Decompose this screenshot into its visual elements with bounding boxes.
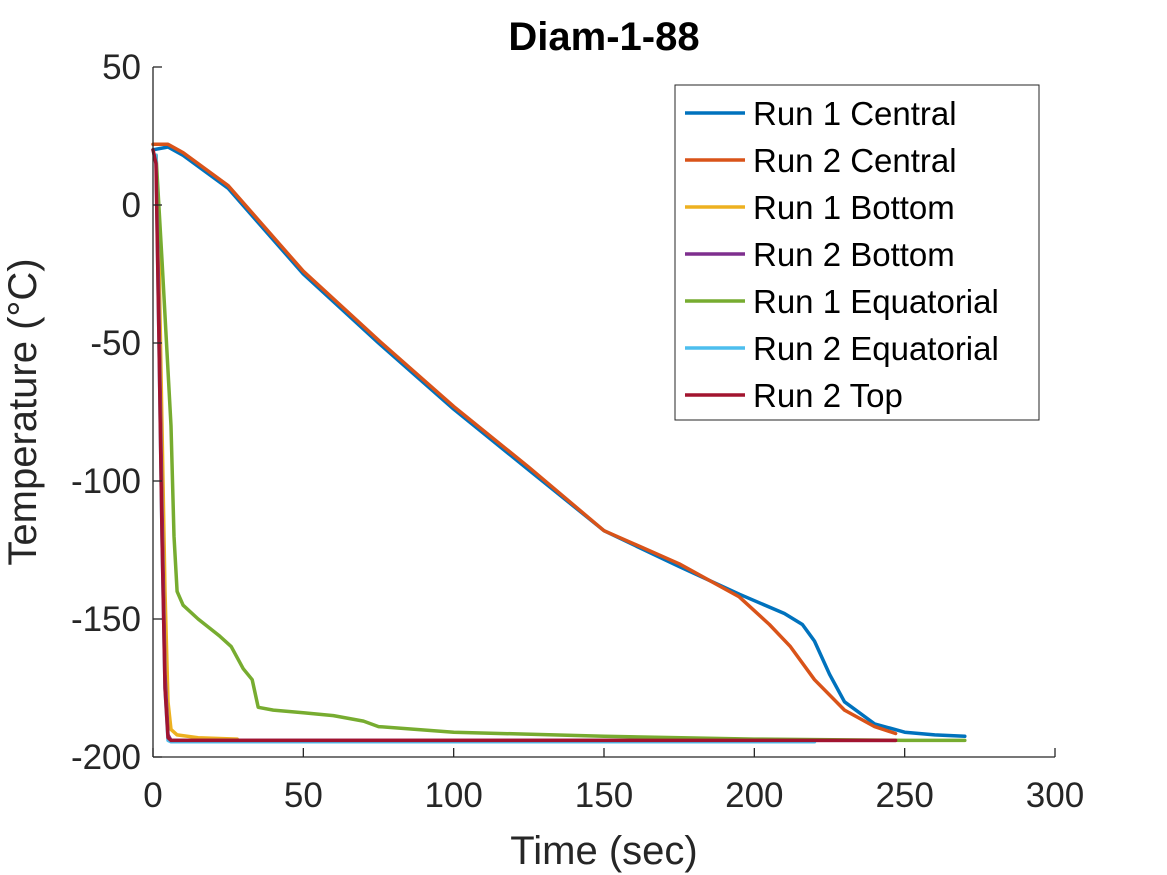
y-tick-label: -100 bbox=[71, 462, 141, 501]
x-tick-label: 150 bbox=[575, 776, 633, 815]
series-line-run-2-top bbox=[151, 148, 898, 743]
legend-label: Run 2 Bottom bbox=[753, 236, 955, 273]
x-tick-label: 50 bbox=[284, 776, 323, 815]
x-tick-label: 200 bbox=[725, 776, 783, 815]
y-tick-label: 0 bbox=[122, 186, 141, 225]
legend-label: Run 1 Central bbox=[753, 95, 957, 132]
x-tick-label: 300 bbox=[1026, 776, 1084, 815]
series-line-run-2-central bbox=[151, 142, 898, 736]
x-axis-ticks: 0 50 100 150 200 250 300 bbox=[143, 748, 1084, 815]
x-tick-label: 100 bbox=[424, 776, 482, 815]
legend-label: Run 1 Equatorial bbox=[753, 283, 999, 320]
legend-label: Run 2 Central bbox=[753, 142, 957, 179]
y-axis-title: Temperature (°C) bbox=[1, 258, 45, 565]
x-tick-label: 250 bbox=[875, 776, 933, 815]
x-axis-title: Time (sec) bbox=[510, 829, 697, 873]
y-tick-label: -200 bbox=[71, 738, 141, 777]
plot-area bbox=[151, 142, 967, 744]
x-tick-label: 0 bbox=[143, 776, 162, 815]
series-line-run-1-equatorial bbox=[154, 153, 967, 743]
y-axis-ticks: -200 -150 -100 -50 0 50 bbox=[71, 48, 162, 777]
legend: Run 1 Central Run 2 Central Run 1 Bottom Ru… bbox=[674, 84, 1040, 421]
legend-label: Run 2 Top bbox=[753, 377, 903, 414]
legend-label: Run 2 Equatorial bbox=[753, 330, 999, 367]
chart-title: Diam-1-88 bbox=[508, 15, 699, 59]
legend-label: Run 1 Bottom bbox=[753, 189, 955, 226]
y-tick-label: -50 bbox=[90, 324, 141, 363]
y-tick-label: 50 bbox=[102, 48, 141, 87]
y-tick-label: -150 bbox=[71, 600, 141, 639]
